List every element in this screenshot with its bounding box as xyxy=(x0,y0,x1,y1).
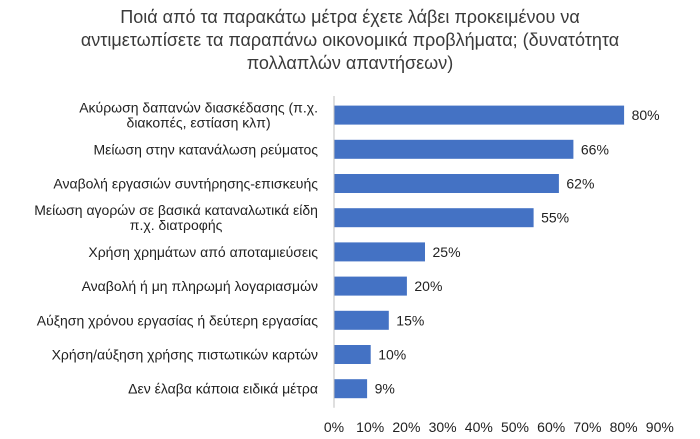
value-label-6: 20% xyxy=(414,278,442,294)
category-label-1-line-2: διακοπές, εστίαση κλπ) xyxy=(127,115,271,131)
x-tick-label-90: 90% xyxy=(646,419,674,435)
value-label-1: 80% xyxy=(632,107,660,123)
bar-3 xyxy=(334,174,559,193)
category-label-5: Χρήση χρημάτων από αποταμιεύσεις xyxy=(88,244,318,260)
category-label-4-line-2: π.χ. διατροφής xyxy=(130,217,223,233)
category-label-2: Μείωση στην κατανάλωση ρεύματος xyxy=(94,141,319,157)
value-label-5: 25% xyxy=(433,244,461,260)
chart-title: Ποιά από τα παρακάτω μέτρα έχετε λάβει π… xyxy=(60,6,640,75)
value-label-4: 55% xyxy=(541,210,569,226)
bar-9 xyxy=(334,379,368,399)
x-tick-label-70: 70% xyxy=(573,419,601,435)
category-label-9: Δεν έλαβα κάποια ειδικά μέτρα xyxy=(128,381,318,397)
bar-5 xyxy=(334,242,425,262)
category-label-7: Αύξηση χρόνου εργασίας ή δεύτερη εργασία… xyxy=(37,312,318,328)
bar-6 xyxy=(334,276,407,296)
x-tick-label-50: 50% xyxy=(501,419,529,435)
x-tick-label-30: 30% xyxy=(429,419,457,435)
chart-title-line-1: Ποιά από τα παρακάτω μέτρα έχετε λάβει π… xyxy=(120,7,580,27)
category-label-1-line-1: Ακύρωση δαπανών διασκέδασης (π.χ. xyxy=(79,100,318,116)
category-label-4-line-1: Μείωση αγορών σε βασικά καταναλωτικά είδ… xyxy=(34,202,318,218)
bar-2 xyxy=(334,139,574,159)
chart-title-line-2: αντιμετωπίσετε τα παραπάνω οικονομικά πρ… xyxy=(80,30,620,50)
x-tick-label-20: 20% xyxy=(392,419,420,435)
value-label-2: 66% xyxy=(581,141,609,157)
bar-1 xyxy=(334,105,625,125)
x-tick-label-10: 10% xyxy=(356,419,384,435)
chart-title-line-3: πολλαπλών απαντήσεων) xyxy=(246,53,454,73)
category-label-8: Χρήση/αύξηση χρήσης πιστωτικών καρτών xyxy=(52,347,318,363)
bar-7 xyxy=(334,310,389,330)
category-label-6: Αναβολή ή μη πληρωμή λογαριασμών xyxy=(82,278,318,294)
value-label-3: 62% xyxy=(566,176,594,192)
x-tick-label-40: 40% xyxy=(465,419,493,435)
bar-8 xyxy=(334,345,371,364)
category-label-3: Αναβολή εργασιών συντήρησης-επισκευής xyxy=(53,176,318,192)
x-tick-label-80: 80% xyxy=(610,419,638,435)
value-label-7: 15% xyxy=(396,312,424,328)
value-label-9: 9% xyxy=(375,381,395,397)
bar-4 xyxy=(334,208,534,228)
value-label-8: 10% xyxy=(378,347,406,363)
x-tick-label-60: 60% xyxy=(537,419,565,435)
x-tick-label-0: 0% xyxy=(324,419,344,435)
